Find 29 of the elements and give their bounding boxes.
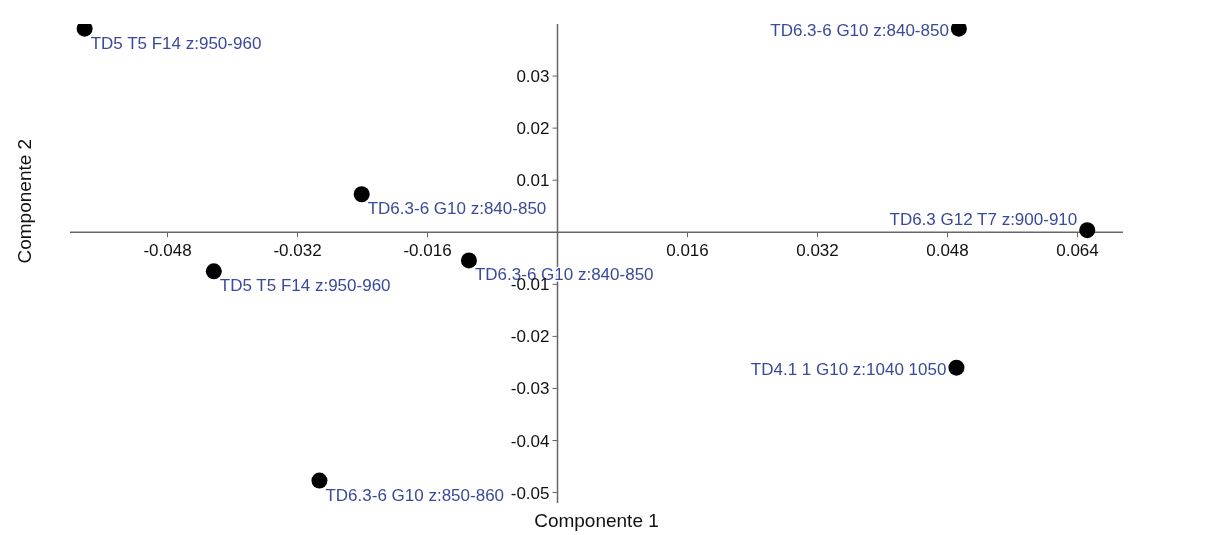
point (1079, 222, 1096, 239)
y-tick-label: 0.03 (516, 67, 550, 87)
x-tick-label: 0.064 (1056, 241, 1099, 261)
y-tick-label: -0.04 (510, 431, 550, 451)
annotation: TD6.3-6 G10 z:840-850 (770, 20, 949, 40)
annotation: TD6.3-6 G10 z:840-850 (367, 199, 547, 219)
point (353, 186, 370, 203)
annotation: TD6.3-6 G10 z:850-860 (325, 485, 505, 505)
x-tick-label: 0.016 (666, 241, 709, 261)
y-tick-label: 0.02 (516, 119, 550, 139)
point (948, 359, 965, 376)
x-tick-label: -0.048 (143, 241, 192, 261)
x-tick-label: -0.032 (273, 241, 322, 261)
y-tick-label: -0.05 (510, 483, 550, 503)
x-tick-label: 0.048 (926, 241, 969, 261)
annotation: TD5 T5 F14 z:950-960 (90, 33, 262, 53)
y-tick-label: -0.03 (510, 379, 550, 399)
x-tick-label: -0.016 (403, 241, 452, 261)
annotation: TD6.3 G12 T7 z:900-910 (889, 210, 1078, 230)
x-axis-title: Componente 1 (534, 510, 659, 531)
annotation: TD4.1 1 G10 z:1040 1050 (750, 359, 947, 379)
annotation: TD5 T5 F14 z:950-960 (219, 276, 391, 296)
point (311, 472, 328, 489)
y-tick-label: -0.02 (510, 327, 550, 347)
point (205, 263, 222, 280)
point (460, 252, 477, 269)
x-tick-label: 0.032 (796, 241, 839, 261)
y-axis-title: Componente 2 (13, 138, 35, 264)
y-tick-label: 0.01 (516, 171, 550, 191)
